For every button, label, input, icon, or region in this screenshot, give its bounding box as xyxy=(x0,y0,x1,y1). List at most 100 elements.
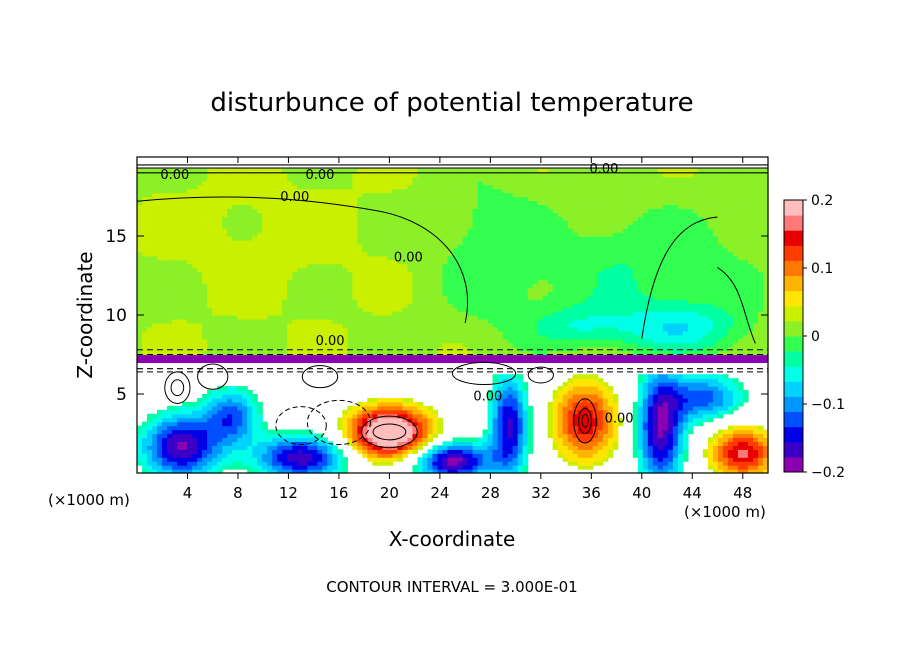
field-cell xyxy=(602,417,609,423)
field-cell xyxy=(702,338,709,344)
field-cell xyxy=(617,334,624,340)
field-cell xyxy=(507,457,514,462)
field-cell xyxy=(262,279,268,284)
field-cell xyxy=(252,413,258,419)
field-cell xyxy=(297,267,303,273)
field-cell xyxy=(137,330,143,336)
field-cell xyxy=(757,338,764,344)
field-cell xyxy=(192,299,198,304)
field-cell xyxy=(762,350,769,356)
field-cell xyxy=(222,311,228,316)
field-cell xyxy=(677,453,684,458)
field-cell xyxy=(167,267,173,273)
field-cell xyxy=(427,350,434,356)
field-cell xyxy=(217,453,223,458)
field-cell xyxy=(507,417,514,423)
field-cell xyxy=(142,283,148,288)
field-cell xyxy=(642,299,649,304)
field-cell xyxy=(167,315,173,320)
field-cell xyxy=(332,354,338,360)
field-cell xyxy=(177,354,183,360)
field-cell xyxy=(382,315,388,320)
field-cell xyxy=(707,457,714,462)
field-cell xyxy=(417,421,424,427)
field-cell xyxy=(532,330,539,336)
field-cell xyxy=(182,279,188,284)
field-cell xyxy=(242,334,248,340)
field-cell xyxy=(152,267,158,273)
field-cell xyxy=(497,429,504,435)
field-cell xyxy=(302,358,308,363)
field-cell xyxy=(162,453,168,458)
field-cell xyxy=(437,346,444,352)
field-cell xyxy=(242,283,248,288)
field-cell xyxy=(467,441,474,446)
field-cell xyxy=(627,322,634,328)
field-cell xyxy=(607,449,614,454)
field-cell xyxy=(247,346,253,352)
field-cell xyxy=(722,303,729,308)
field-cell xyxy=(227,397,233,403)
field-cell xyxy=(217,271,223,277)
field-cell xyxy=(377,307,383,312)
field-cell xyxy=(202,299,208,304)
field-cell xyxy=(277,315,283,320)
field-cell xyxy=(657,295,664,300)
field-cell xyxy=(222,354,228,360)
field-cell xyxy=(652,441,659,446)
field-cell xyxy=(187,469,193,474)
field-cell xyxy=(202,350,208,356)
field-cell xyxy=(542,326,549,332)
field-cell xyxy=(417,283,424,288)
field-cell xyxy=(712,315,719,320)
field-cell xyxy=(172,441,178,446)
field-cell xyxy=(397,421,404,427)
field-cell xyxy=(302,334,308,340)
field-cell xyxy=(332,271,338,277)
field-cell xyxy=(427,457,434,462)
field-cell xyxy=(367,303,373,308)
field-cell xyxy=(407,326,414,332)
field-cell xyxy=(592,334,599,340)
field-cell xyxy=(722,334,729,340)
field-cell xyxy=(177,291,183,296)
field-cell xyxy=(262,469,268,474)
field-cell xyxy=(527,437,534,442)
field-cell xyxy=(402,275,409,281)
field-cell xyxy=(162,441,168,446)
field-cell xyxy=(417,330,424,336)
field-cell xyxy=(582,401,589,407)
field-cell xyxy=(442,279,449,284)
field-cell xyxy=(447,457,454,462)
field-cell xyxy=(717,405,724,411)
field-cell xyxy=(462,358,469,363)
field-cell xyxy=(542,350,549,356)
field-cell xyxy=(637,397,644,403)
field-cell xyxy=(502,433,509,439)
field-cell xyxy=(707,346,714,352)
field-cell xyxy=(157,358,163,363)
field-cell xyxy=(552,279,559,284)
field-cell xyxy=(227,401,233,407)
field-cell xyxy=(477,330,484,336)
field-cell xyxy=(737,397,744,403)
field-cell xyxy=(167,429,173,435)
field-cell xyxy=(572,267,579,273)
field-cell xyxy=(647,322,654,328)
field-cell xyxy=(452,315,459,320)
field-cell xyxy=(477,307,484,312)
field-cell xyxy=(237,441,243,446)
field-cell xyxy=(242,429,248,435)
field-cell xyxy=(667,421,674,427)
field-cell xyxy=(247,465,253,470)
field-cell xyxy=(462,449,469,454)
field-cell xyxy=(537,275,544,281)
field-cell xyxy=(437,334,444,340)
field-cell xyxy=(462,307,469,312)
field-cell xyxy=(377,311,383,316)
field-cell xyxy=(702,350,709,356)
field-cell xyxy=(407,311,414,316)
field-cell xyxy=(612,311,619,316)
field-cell xyxy=(192,445,198,450)
field-cell xyxy=(157,283,163,288)
